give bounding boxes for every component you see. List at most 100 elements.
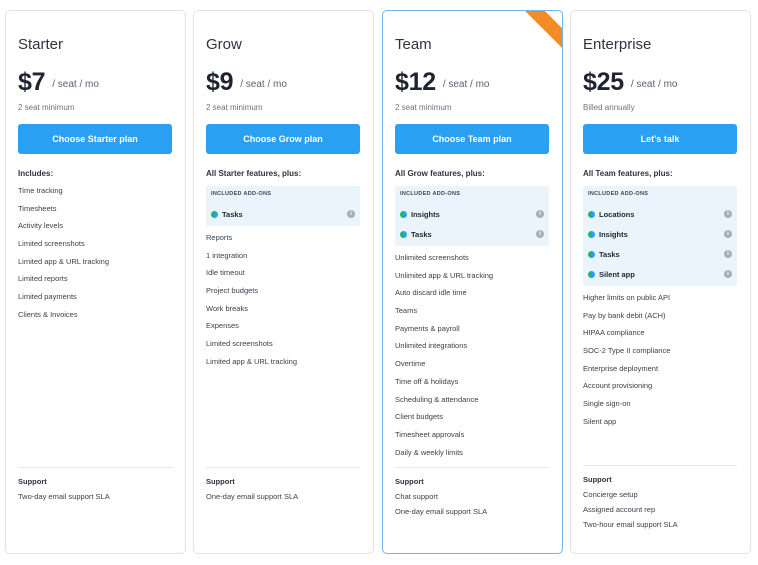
choose-starter-button[interactable]: Choose Starter plan (18, 124, 172, 154)
divider (18, 467, 172, 468)
support-title: Support (583, 475, 612, 484)
plan-note: 2 seat minimum (18, 103, 75, 112)
feature-item: Unlimited app & URL tracking (395, 270, 494, 280)
addon-name: Tasks (411, 229, 432, 239)
addon-logo-icon (588, 250, 595, 258)
addon-item: Tasks i (583, 244, 737, 264)
addon-item: Tasks i (206, 204, 360, 224)
feature-item: Timesheet approvals (395, 429, 465, 439)
addon-name: Silent app (599, 269, 635, 279)
feature-item: Scheduling & attendance (395, 394, 479, 404)
feature-item: Clients & Invoices (18, 309, 78, 319)
support-item: Two-day email support SLA (18, 492, 110, 501)
plan-name: Team (395, 36, 432, 53)
addon-item: Tasks i (395, 224, 549, 244)
addon-name: Tasks (599, 249, 620, 259)
addon-logo-icon (400, 210, 407, 218)
feature-item: Daily & weekly limits (395, 447, 463, 457)
feature-item: Pay by bank debit (ACH) (583, 310, 666, 320)
price-unit: / seat / mo (630, 79, 678, 90)
addon-name: Insights (411, 209, 440, 219)
plan-card-team: POPULAR ★ Team $12 / seat / mo 2 seat mi… (382, 10, 563, 554)
support-list: Two-day email support SLA (18, 492, 110, 507)
feature-item: Limited reports (18, 274, 68, 284)
divider (583, 465, 737, 466)
feature-item: Limited app & URL tracking (206, 356, 298, 366)
info-icon[interactable]: i (347, 210, 355, 218)
feature-item: Unlimited screenshots (395, 253, 469, 262)
info-icon[interactable]: i (724, 230, 732, 238)
support-item: Concierge setup (583, 490, 638, 499)
included-addons: INCLUDED ADD-ONS Insights i Tasks i (395, 186, 549, 246)
info-icon[interactable]: i (724, 210, 732, 218)
addons-title: INCLUDED ADD-ONS (211, 191, 272, 197)
support-title: Support (395, 477, 424, 486)
popular-ribbon: POPULAR ★ (525, 11, 562, 48)
support-item: Chat support (395, 492, 438, 501)
support-list: Chat support One-day email support SLA (395, 492, 487, 522)
feature-item: Project budgets (206, 286, 259, 296)
feature-item: Payments & payroll (395, 323, 460, 333)
feature-item: Reports (206, 233, 233, 242)
plan-price: $12 / seat / mo (395, 68, 490, 97)
plan-note: 2 seat minimum (395, 103, 452, 112)
plan-price: $25 / seat / mo (583, 68, 678, 97)
features-intro: All Team features, plus: (583, 169, 673, 178)
choose-grow-button[interactable]: Choose Grow plan (206, 124, 360, 154)
addon-name: Locations (599, 209, 635, 219)
addon-logo-icon (588, 270, 595, 278)
info-icon[interactable]: i (724, 250, 732, 258)
price-unit: / seat / mo (52, 79, 99, 90)
support-list: Concierge setup Assigned account rep Two… (583, 490, 678, 535)
feature-item: SOC-2 Type II compliance (583, 346, 671, 356)
plan-note: 2 seat minimum (206, 103, 263, 112)
feature-item: Overtime (395, 359, 426, 369)
addon-item: Silent app i (583, 264, 737, 284)
feature-item: Idle timeout (206, 268, 245, 278)
addon-item: Locations i (583, 204, 737, 224)
feature-item: Time off & holidays (395, 376, 459, 386)
feature-item: Account provisioning (583, 381, 653, 391)
feature-item: Teams (395, 306, 418, 316)
info-icon[interactable]: i (536, 230, 544, 238)
features-intro: Includes: (18, 169, 54, 178)
plan-name: Starter (18, 36, 64, 53)
feature-item: Single sign-on (583, 399, 631, 409)
addon-item: Insights i (395, 204, 549, 224)
support-item: Two-hour email support SLA (583, 520, 678, 529)
addon-logo-icon (211, 210, 218, 218)
feature-list: Time tracking Timesheets Activity levels… (18, 185, 109, 327)
feature-item: Limited app & URL tracking (18, 256, 110, 266)
addon-logo-icon (400, 230, 407, 238)
support-item: One-day email support SLA (206, 492, 299, 501)
included-addons: INCLUDED ADD-ONS Locations i Insights i … (583, 186, 737, 286)
price-amount: $12 (395, 68, 436, 96)
feature-item: Limited payments (18, 292, 77, 302)
feature-item: Silent app (583, 416, 617, 426)
price-amount: $25 (583, 68, 624, 96)
plan-price: $9 / seat / mo (206, 68, 287, 97)
addon-logo-icon (588, 230, 595, 238)
features-intro: All Grow features, plus: (395, 169, 485, 178)
feature-list: Reports 1 integration Idle timeout Proje… (206, 232, 297, 374)
price-amount: $7 (18, 68, 46, 96)
feature-item: Timesheets (18, 203, 57, 213)
addons-title: INCLUDED ADD-ONS (400, 191, 461, 197)
plan-name: Grow (206, 36, 242, 53)
feature-item: Auto discard idle time (395, 288, 467, 298)
lets-talk-button[interactable]: Let's talk (583, 124, 737, 154)
plan-card-enterprise: Enterprise $25 / seat / mo Billed annual… (570, 10, 751, 554)
feature-item: Limited screenshots (206, 339, 273, 349)
support-item: One-day email support SLA (395, 507, 488, 516)
feature-item: HIPAA compliance (583, 328, 645, 338)
feature-item: Enterprise deployment (583, 363, 659, 373)
info-icon[interactable]: i (724, 270, 732, 278)
feature-item: Activity levels (18, 221, 64, 231)
feature-item: Limited screenshots (18, 239, 85, 249)
feature-item: 1 integration (206, 250, 248, 260)
addon-logo-icon (588, 210, 595, 218)
support-list: One-day email support SLA (206, 492, 298, 507)
info-icon[interactable]: i (536, 210, 544, 218)
choose-team-button[interactable]: Choose Team plan (395, 124, 549, 154)
feature-item: Unlimited integrations (395, 341, 468, 351)
